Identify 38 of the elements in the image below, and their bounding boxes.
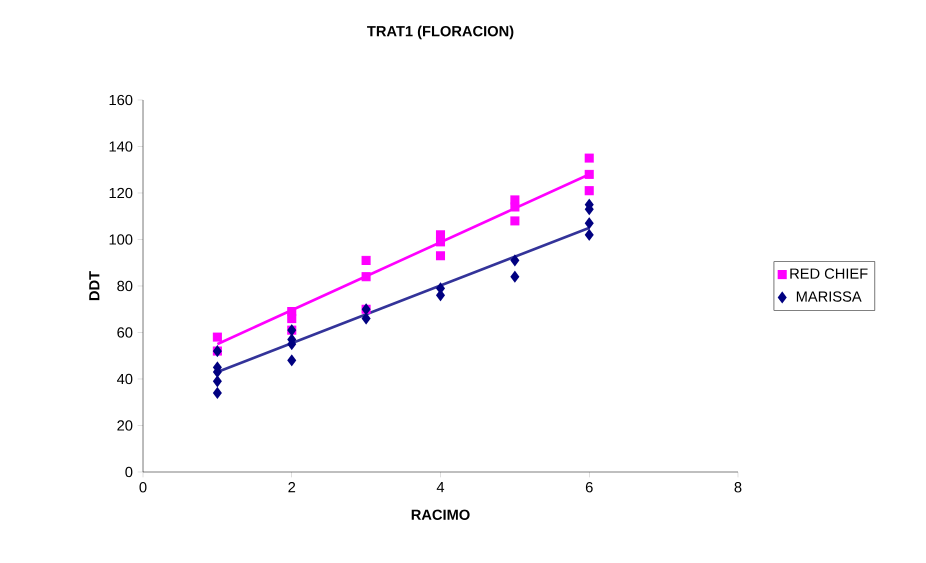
point [212,332,222,342]
point [436,237,446,246]
x-tick-label: 4 [436,482,444,492]
point [287,354,296,366]
point [510,254,520,266]
y-tick-label: 140 [110,141,132,152]
point [287,314,296,324]
point [436,251,446,260]
point [212,387,222,399]
y-tick-label: 20 [117,420,132,431]
y-tick-label: 60 [117,327,132,338]
x-tick-label: 2 [288,482,296,492]
y-tick-label: 120 [110,188,132,198]
point [510,202,520,212]
point [584,228,594,241]
x-tick-label: 8 [734,482,742,492]
point [510,216,520,226]
y-axis-title: DDT [89,271,100,300]
chart-title: TRAT1 (FLORACION) [367,26,514,40]
point [584,186,594,196]
point [362,256,371,265]
y-tick-label: 160 [110,94,132,106]
point [584,154,594,163]
x-tick-label: 0 [139,482,146,492]
y-tick-label: 0 [125,466,132,478]
point [212,375,222,388]
point [584,170,594,179]
y-tick-label: 40 [116,374,132,384]
legend-label: MARISSA [796,291,862,302]
point [584,217,594,230]
y-tick-label: 80 [117,280,132,292]
x-tick-label: 6 [586,482,593,492]
point [510,270,520,283]
y-tick-label: 100 [110,234,132,245]
legend-label: RED CHIEF [790,268,868,279]
x-axis-title: RACIMO [412,510,470,520]
point [362,312,371,324]
point [362,272,371,282]
